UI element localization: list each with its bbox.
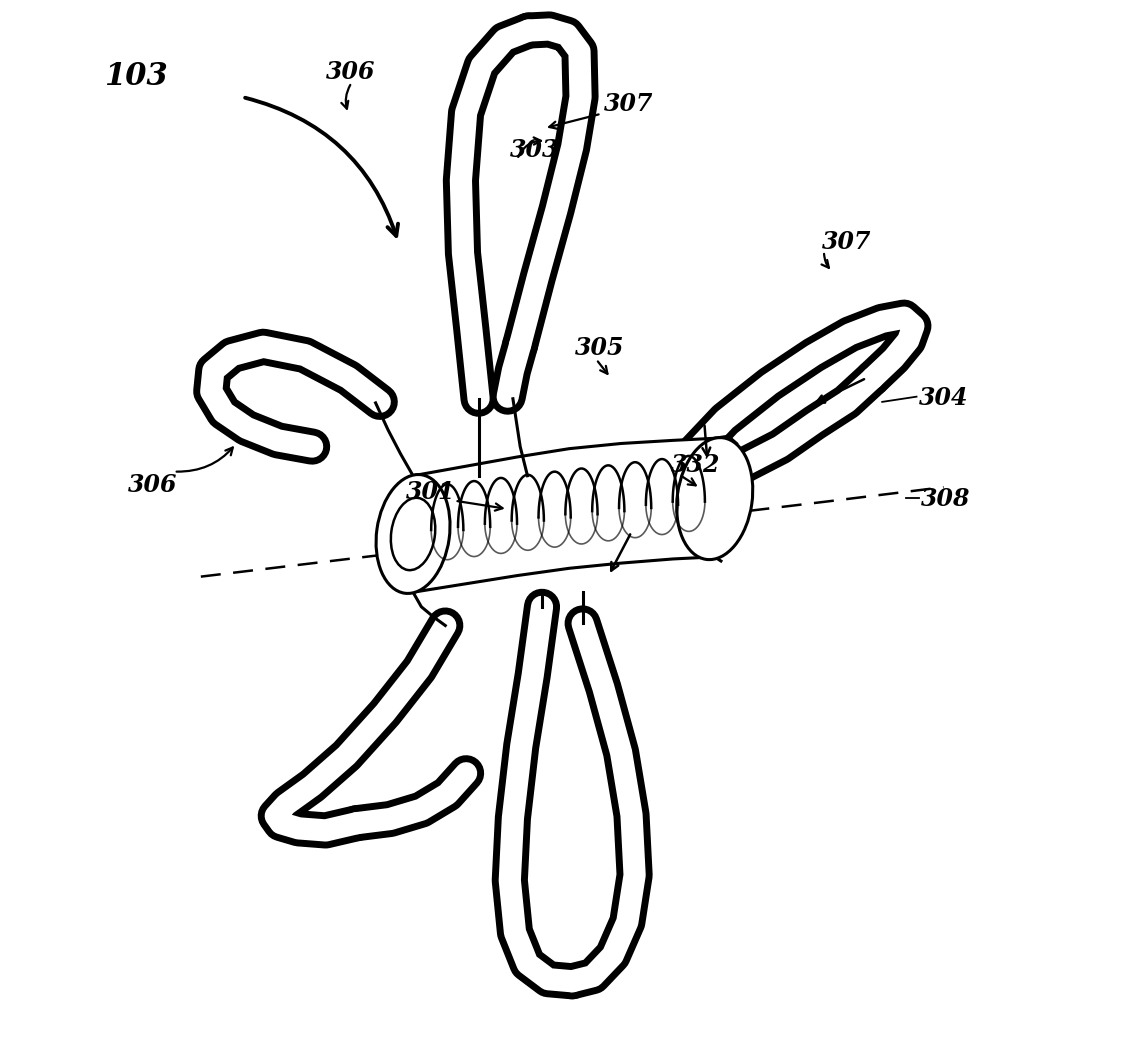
Text: 306: 306 [325, 60, 375, 84]
Text: 307: 307 [603, 92, 653, 116]
Text: 308: 308 [921, 487, 971, 511]
Ellipse shape [376, 475, 450, 593]
Text: 332: 332 [671, 453, 720, 477]
Polygon shape [413, 438, 714, 592]
FancyArrowPatch shape [682, 477, 696, 485]
Ellipse shape [677, 438, 753, 560]
FancyArrowPatch shape [549, 115, 599, 128]
FancyArrowPatch shape [821, 253, 829, 268]
Text: 306: 306 [128, 474, 178, 498]
Ellipse shape [391, 498, 435, 571]
Text: 301: 301 [406, 480, 455, 504]
Text: 307: 307 [822, 229, 871, 253]
FancyArrowPatch shape [598, 362, 608, 373]
FancyArrowPatch shape [457, 501, 502, 511]
Text: 305: 305 [575, 336, 625, 360]
FancyArrowPatch shape [341, 84, 350, 108]
FancyArrowPatch shape [177, 447, 232, 471]
Text: 304: 304 [919, 386, 968, 410]
FancyArrowPatch shape [245, 98, 398, 236]
Text: 303: 303 [510, 139, 559, 163]
FancyArrowPatch shape [518, 138, 541, 156]
Text: 103: 103 [104, 60, 168, 92]
